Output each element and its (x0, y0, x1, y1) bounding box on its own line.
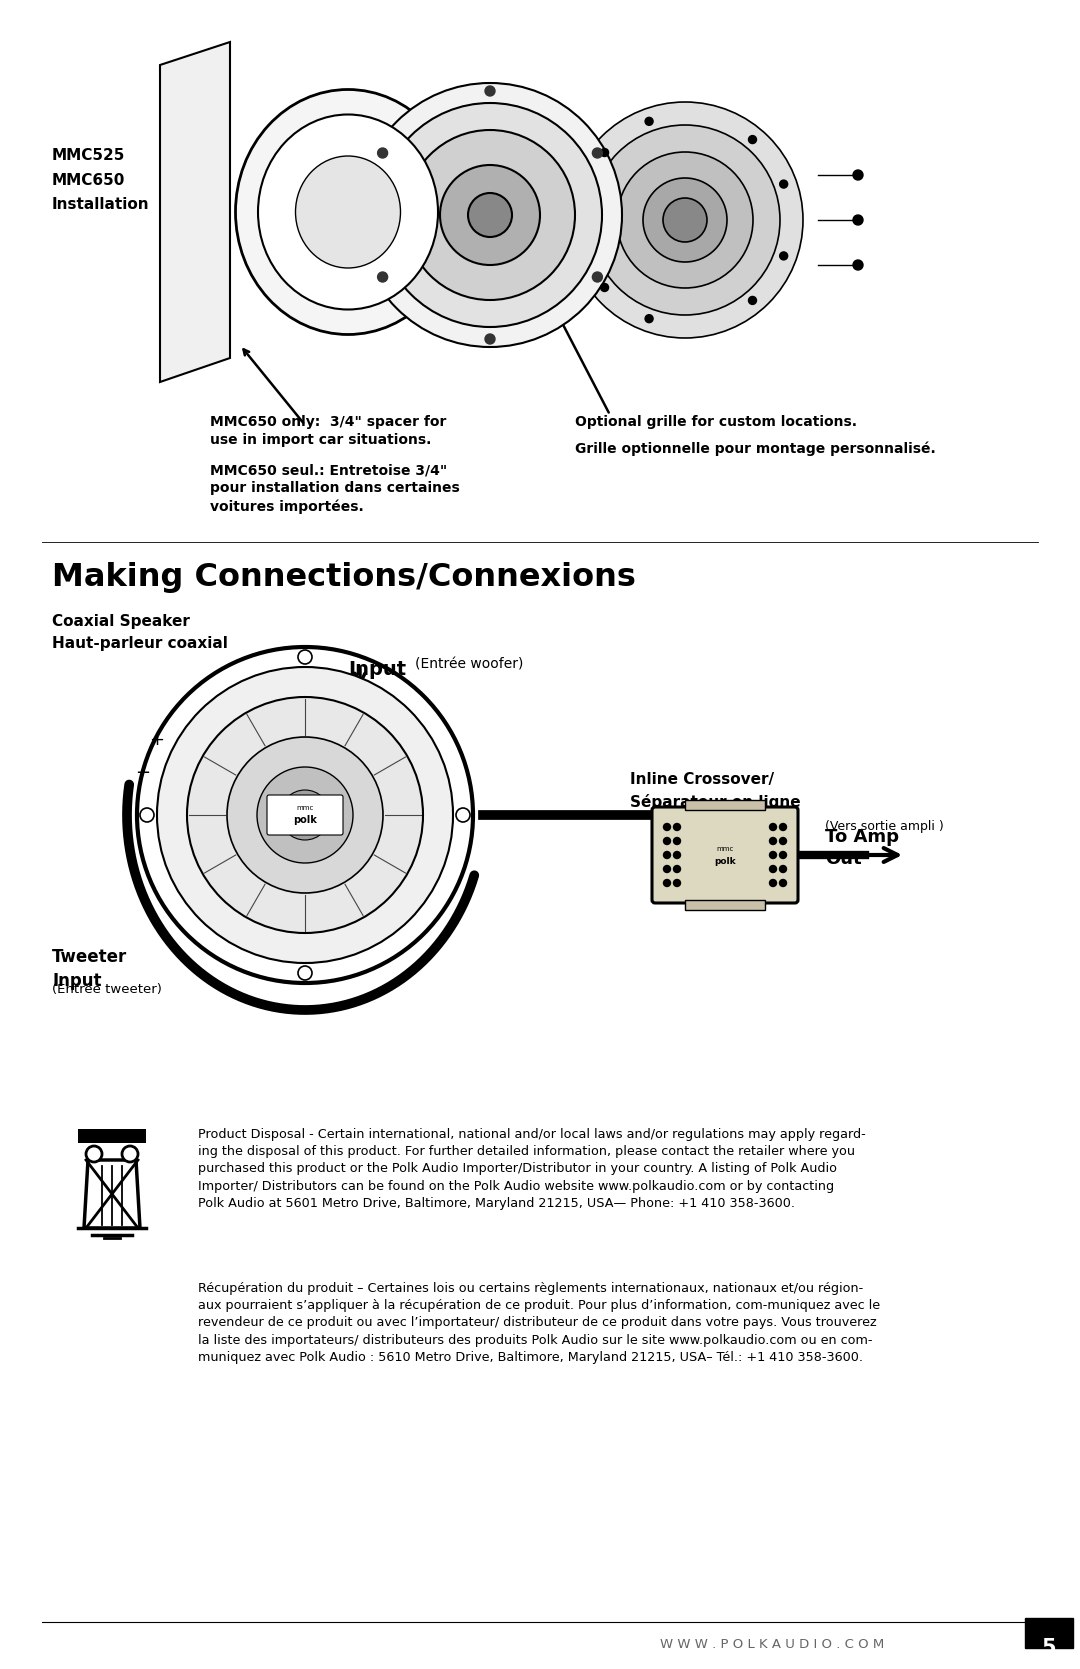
Circle shape (780, 838, 786, 845)
Text: (Vers sortie ampli ): (Vers sortie ampli ) (825, 819, 944, 833)
Circle shape (86, 1147, 102, 1162)
Circle shape (780, 180, 787, 189)
Circle shape (674, 823, 680, 831)
Text: +: + (340, 718, 356, 738)
Text: Making Connections/Connexions: Making Connections/Connexions (52, 562, 636, 592)
Bar (78, 1128, 146, 1143)
FancyBboxPatch shape (685, 799, 765, 809)
Text: Input: Input (348, 659, 406, 679)
Circle shape (567, 102, 804, 339)
Text: polk: polk (714, 856, 735, 866)
Circle shape (645, 117, 653, 125)
Circle shape (663, 823, 671, 831)
Circle shape (780, 252, 787, 260)
Circle shape (663, 866, 671, 873)
FancyBboxPatch shape (267, 794, 343, 834)
Circle shape (122, 1147, 138, 1162)
Circle shape (663, 199, 707, 242)
Text: Récupération du produit – Certaines lois ou certains règlements internationaux, : Récupération du produit – Certaines lois… (198, 1282, 880, 1364)
Circle shape (298, 649, 312, 664)
Circle shape (674, 851, 680, 858)
Circle shape (298, 966, 312, 980)
Circle shape (257, 768, 353, 863)
Circle shape (674, 866, 680, 873)
Circle shape (590, 125, 780, 315)
Circle shape (140, 808, 154, 823)
Polygon shape (160, 42, 230, 382)
Circle shape (600, 284, 608, 292)
FancyBboxPatch shape (685, 900, 765, 910)
Circle shape (485, 334, 495, 344)
Circle shape (405, 130, 575, 300)
Text: polk: polk (293, 814, 316, 824)
Circle shape (853, 260, 863, 270)
Circle shape (440, 165, 540, 265)
Circle shape (280, 789, 330, 840)
Circle shape (780, 880, 786, 886)
Circle shape (780, 866, 786, 873)
Circle shape (157, 668, 453, 963)
Circle shape (674, 880, 680, 886)
Circle shape (853, 170, 863, 180)
Text: MMC525
MMC650
Installation: MMC525 MMC650 Installation (52, 149, 150, 212)
Text: mmc: mmc (716, 846, 733, 851)
Text: Coaxial Speaker
Haut-parleur coaxial: Coaxial Speaker Haut-parleur coaxial (52, 614, 228, 651)
Circle shape (593, 272, 603, 282)
Text: −: − (362, 691, 378, 709)
Text: Tweeter
Input: Tweeter Input (52, 948, 127, 990)
Text: +: + (149, 731, 164, 749)
Ellipse shape (296, 155, 401, 269)
Text: Grille optionnelle pour montage personnalisé.: Grille optionnelle pour montage personna… (575, 442, 935, 457)
Circle shape (593, 149, 603, 159)
Circle shape (748, 297, 756, 304)
Circle shape (769, 838, 777, 845)
Circle shape (780, 823, 786, 831)
FancyBboxPatch shape (652, 808, 798, 903)
Text: 5: 5 (1042, 1637, 1056, 1657)
Circle shape (468, 194, 512, 237)
Circle shape (378, 272, 388, 282)
Text: −: − (135, 764, 150, 783)
Text: MMC650 only:  3/4" spacer for
use in import car situations.: MMC650 only: 3/4" spacer for use in impo… (210, 416, 446, 447)
Circle shape (187, 698, 423, 933)
Ellipse shape (258, 115, 438, 309)
Text: Optional grille for custom locations.: Optional grille for custom locations. (575, 416, 858, 429)
Text: mmc: mmc (296, 804, 313, 811)
Circle shape (748, 135, 756, 144)
Circle shape (769, 823, 777, 831)
Circle shape (485, 87, 495, 97)
Text: MMC650 seul.: Entretoise 3/4"
pour installation dans certaines
voitures importée: MMC650 seul.: Entretoise 3/4" pour insta… (210, 462, 460, 514)
Circle shape (769, 851, 777, 858)
Circle shape (378, 149, 388, 159)
Text: W W W . P O L K A U D I O . C O M: W W W . P O L K A U D I O . C O M (660, 1637, 885, 1651)
Bar (1025, 1617, 1074, 1647)
Text: Inline Crossover/
Séparateur en ligne: Inline Crossover/ Séparateur en ligne (630, 773, 800, 809)
Circle shape (780, 851, 786, 858)
Text: Product Disposal - Certain international, national and/or local laws and/or regu: Product Disposal - Certain international… (198, 1128, 866, 1210)
Circle shape (663, 880, 671, 886)
Circle shape (769, 880, 777, 886)
Circle shape (137, 648, 473, 983)
Circle shape (663, 838, 671, 845)
Circle shape (600, 149, 608, 157)
Text: To Amp
Out: To Amp Out (825, 828, 899, 868)
Ellipse shape (235, 90, 460, 334)
Circle shape (643, 179, 727, 262)
Circle shape (378, 103, 602, 327)
Circle shape (674, 838, 680, 845)
Circle shape (769, 866, 777, 873)
Text: (Entrée woofer): (Entrée woofer) (415, 658, 524, 673)
Circle shape (456, 808, 470, 823)
Circle shape (853, 215, 863, 225)
Circle shape (357, 83, 622, 347)
Circle shape (645, 315, 653, 322)
Circle shape (227, 738, 383, 893)
Circle shape (617, 152, 753, 289)
Circle shape (663, 851, 671, 858)
Text: (Entrée tweeter): (Entrée tweeter) (52, 983, 162, 996)
